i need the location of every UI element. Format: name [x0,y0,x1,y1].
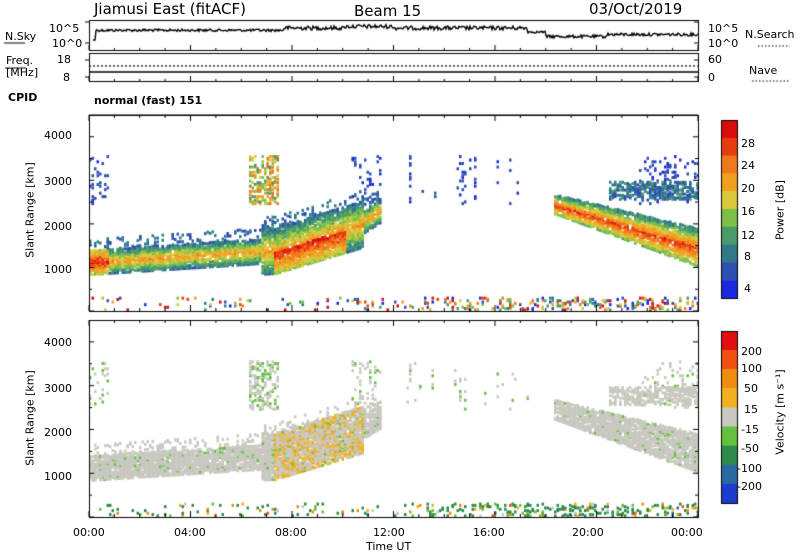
freq-label-line1: Freq. [6,54,34,67]
xtick-2400: 00:00 [671,526,703,539]
power-ytick-2000: 2000 [44,220,72,233]
xtick-0000: 00:00 [73,526,105,539]
freq-label-line2: [MHz] [6,66,39,79]
vel-ytick-4000: 4000 [44,336,72,349]
vel-cbar-tick-n200: -200 [737,480,762,493]
date-title: 03/Oct/2019 [589,0,683,18]
vel-cbar-tick-200: 200 [741,345,762,358]
freq-left-tick-top: 18 [57,53,71,66]
vel-ytick-2000: 2000 [44,426,72,439]
vel-cbar-tick-n15: -15 [741,423,759,436]
power-cbar-tick-16: 16 [741,205,755,218]
noise-right-tick-top: 10^5 [708,22,739,35]
vel-ytick-1000: 1000 [44,470,72,483]
vel-cbar-tick-50: 50 [744,382,758,395]
vel-cbar-tick-n50: -50 [741,442,759,455]
cpid-program: normal (fast) 151 [94,94,203,107]
power-ytick-3000: 3000 [44,175,72,188]
cpid-label: CPID [8,91,38,104]
xtick-0800: 08:00 [275,526,307,539]
nave-label: Nave [749,64,778,77]
power-cbar-tick-12: 12 [741,229,755,242]
noise-right-tick-bottom: 10^0 [708,37,739,50]
power-cbar-tick-28: 28 [741,137,755,150]
freq-left-tick-bottom: 8 [63,71,70,84]
beam-title: Beam 15 [354,2,422,20]
vel-cbar-tick-15: 15 [744,403,758,416]
vel-cbar-label: Velocity [m s⁻¹] [773,369,787,455]
power-cbar-label: Power [dB] [773,180,787,240]
station-title: Jiamusi East (fitACF) [94,0,246,18]
noise-left-tick-top: 10^5 [49,22,80,35]
power-ytick-4000: 4000 [44,129,72,142]
xtick-0400: 04:00 [174,526,206,539]
xtick-1600: 16:00 [473,526,505,539]
power-cbar-tick-24: 24 [741,159,755,172]
freq-right-tick-top: 60 [708,53,722,66]
vel-cbar-tick-n100: -100 [737,462,762,475]
power-ytick-1000: 1000 [44,263,72,276]
x-axis-label: Time UT [366,540,412,553]
power-cbar-tick-8: 8 [744,250,751,263]
vel-ytick-3000: 3000 [44,382,72,395]
xtick-1200: 12:00 [373,526,405,539]
noise-left-tick-bottom: 10^0 [52,37,83,50]
vel-cbar-tick-100: 100 [741,362,762,375]
vel-ylabel: Slant Range [km] [23,370,37,466]
power-cbar-tick-20: 20 [741,182,755,195]
freq-right-tick-bottom: 0 [708,71,715,84]
power-ylabel: Slant Range [km] [23,162,37,258]
power-cbar-tick-4: 4 [744,282,751,295]
noise-search-label: N.Search [745,28,795,41]
xtick-2000: 20:00 [572,526,604,539]
noise-sky-label: N.Sky [5,30,37,43]
